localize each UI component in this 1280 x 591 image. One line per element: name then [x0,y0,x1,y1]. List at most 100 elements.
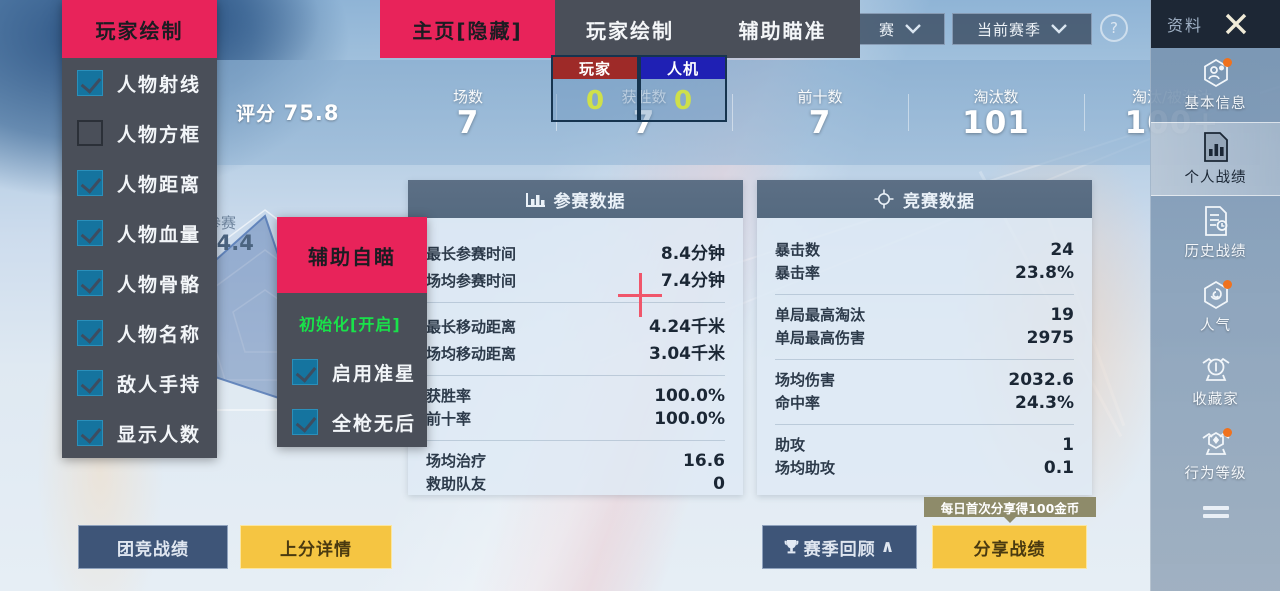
help-icon[interactable]: ? [1100,14,1128,42]
stat-key: 场均治疗 [426,452,487,470]
season-review-button[interactable]: 赛季回顾 ∧ [762,525,917,569]
stat-val: 7.4分钟 [660,271,725,291]
panel-body: 暴击数 24 暴击率 23.8% 单局最高淘汰 19 单局最高伤害 2975 场… [757,218,1092,489]
sidebar-item-popularity[interactable]: 人气 [1151,270,1280,344]
draw-option-ray[interactable]: 人物射线 [62,58,217,108]
checkbox-checked-icon[interactable] [77,220,103,246]
stat-val: 19 [1050,305,1074,325]
checkbox-checked-icon[interactable] [77,170,103,196]
checkbox-checked-icon[interactable] [292,359,318,385]
sidebar-item-behavior-level[interactable]: 行为等级 [1151,418,1280,492]
share-record-button[interactable]: 分享战绩 [932,525,1087,569]
checkbox-checked-icon[interactable] [77,70,103,96]
stat-cell-matches: 场数 7 [380,86,556,140]
sidebar-item-basic-info[interactable]: 基本信息 [1151,48,1280,122]
stat-row: 暴击数 24 [775,238,1074,261]
overlay-tab-player-draw[interactable]: 玩家绘制 [555,0,705,58]
close-icon[interactable] [1219,7,1253,41]
sidebar-item-label: 行为等级 [1184,465,1247,482]
counter-value: 0 [585,85,605,116]
draw-option-name[interactable]: 人物名称 [62,308,217,358]
stat-row: 获胜率 100.0% [426,384,725,407]
sidebar-more-button[interactable] [1151,492,1280,532]
stat-label: 获胜数 [621,87,667,106]
draw-option-box[interactable]: 人物方框 [62,108,217,158]
overlay-tab-bar: 主页[隐藏] 玩家绘制 辅助瞄准 [380,0,860,58]
sidebar-item-personal-record[interactable]: 个人战绩 [1151,122,1280,196]
draw-option-health[interactable]: 人物血量 [62,208,217,258]
option-label: 人物距离 [117,173,202,196]
option-label: 人物血量 [117,223,202,246]
overlay-tab-home[interactable]: 主页[隐藏] [380,0,555,58]
sidebar-item-collector[interactable]: 收藏家 [1151,344,1280,418]
stat-key: 暴击数 [775,241,821,259]
checkbox-checked-icon[interactable] [77,320,103,346]
sidebar-title: 资料 [1167,16,1204,35]
dropdown-value: 赛 [878,20,895,39]
overlay-tab-aim-assist[interactable]: 辅助瞄准 [705,0,860,58]
stat-key: 前十率 [426,410,472,428]
bot-counter-box: 人机 0 [639,55,727,122]
sidebar-item-history-record[interactable]: 历史战绩 [1151,196,1280,270]
stat-key: 场均伤害 [775,371,836,389]
stat-val: 100.0% [654,409,725,429]
chevron-down-icon [1051,20,1067,38]
medal-icon [1200,354,1232,384]
notification-dot [1223,280,1232,289]
checkbox-checked-icon[interactable] [292,409,318,435]
stat-cell-top10: 前十数 7 [732,86,908,140]
stat-val: 2032.6 [1008,370,1074,390]
menu-lines-icon [1202,505,1229,519]
notification-dot [1223,58,1232,67]
stat-val: 0 [713,474,725,494]
draw-option-player-count[interactable]: 显示人数 [62,408,217,458]
sidebar-item-label: 基本信息 [1184,95,1247,112]
aim-option-no-recoil[interactable]: 全枪无后 [277,397,427,447]
aim-option-crosshair[interactable]: 启用准星 [277,347,427,397]
match-data-panel: 参赛数据 最长参赛时间 8.4分钟 场均参赛时间 7.4分钟 最长移动距离 4.… [408,180,743,495]
checkbox-checked-icon[interactable] [77,420,103,446]
button-label: 分享战绩 [973,539,1046,560]
button-label: 上分详情 [280,539,352,560]
button-label: 团竞战绩 [117,539,189,560]
rank-details-button[interactable]: 上分详情 [240,525,392,569]
option-label: 人物射线 [117,73,202,96]
stat-key: 最长移动距离 [426,318,517,336]
checkbox-checked-icon[interactable] [77,270,103,296]
stat-key: 单局最高伤害 [775,329,866,347]
draw-option-enemy-weapon[interactable]: 敌人手持 [62,358,217,408]
stat-val: 23.8% [1015,263,1074,283]
share-reward-tooltip: 每日首次分享得100金币 [924,497,1096,523]
stat-row: 救助队友 0 [426,472,725,495]
stat-val: 4.24千米 [649,317,725,337]
draw-option-distance[interactable]: 人物距离 [62,158,217,208]
checkbox-unchecked-icon[interactable] [77,120,103,146]
stat-row: 单局最高伤害 2975 [775,326,1074,349]
menu-title: 玩家绘制 [62,0,217,58]
stat-key: 单局最高淘汰 [775,306,866,324]
season-dropdown[interactable]: 当前赛季 [952,13,1092,45]
team-record-button[interactable]: 团竞战绩 [78,525,228,569]
panel-title: 竞赛数据 [903,191,975,212]
stat-key: 场均参赛时间 [426,272,517,290]
notification-dot [1223,428,1232,437]
stat-group: 场均治疗 16.6 救助队友 0 [426,440,725,505]
history-document-icon [1202,205,1230,236]
sidebar-item-label: 个人战绩 [1184,169,1247,186]
stat-group: 场均伤害 2032.6 命中率 24.3% [775,359,1074,424]
stat-row: 场均参赛时间 7.4分钟 [426,265,725,292]
stat-key: 救助队友 [426,475,487,493]
stat-val: 2975 [1026,328,1074,348]
option-label: 启用准星 [332,362,417,385]
stat-label: 淘汰数 [973,87,1019,106]
match-mode-dropdown[interactable]: 赛 [855,13,945,45]
stat-val: 1 [1062,435,1074,455]
draw-option-skeleton[interactable]: 人物骨骼 [62,258,217,308]
trophy-icon [784,539,799,555]
checkbox-checked-icon[interactable] [77,370,103,396]
stat-value: 7 [456,104,480,141]
stat-row: 最长移动距离 4.24千米 [426,311,725,338]
stat-value: 101 [962,104,1030,141]
stat-key: 最长参赛时间 [426,245,517,263]
option-label: 显示人数 [117,423,202,446]
